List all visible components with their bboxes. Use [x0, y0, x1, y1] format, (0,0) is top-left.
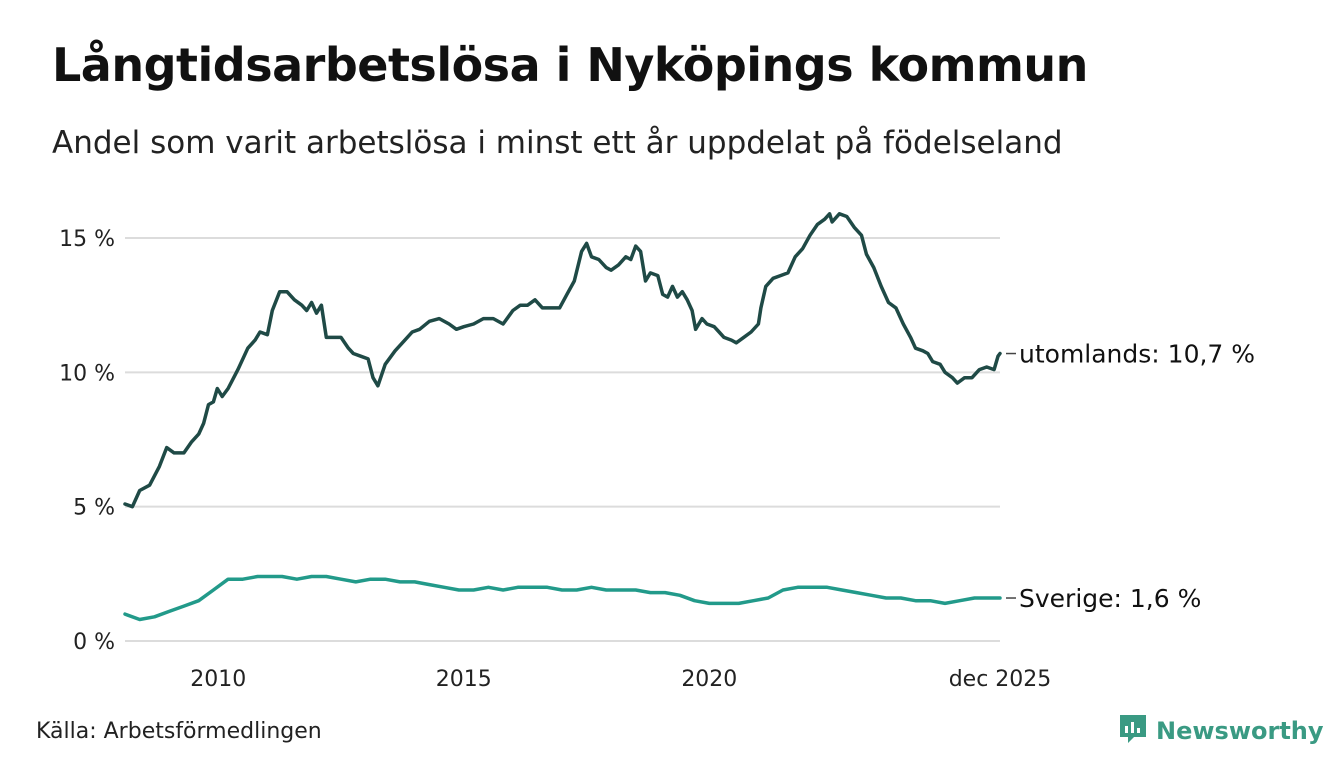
y-tick-label: 15 %: [59, 227, 115, 252]
x-tick-label: 2010: [190, 667, 246, 692]
y-tick-label: 10 %: [59, 361, 115, 386]
x-axis-ticks: 2010 2015 2020 dec 2025: [190, 667, 1051, 692]
series-line-sverige: [123, 574, 1002, 622]
y-tick-label: 0 %: [73, 630, 115, 655]
end-label-utomlands: utomlands: 10,7 %: [1019, 340, 1255, 369]
series-line-utomlands: [123, 212, 1002, 509]
x-tick-label: dec 2025: [949, 667, 1052, 692]
line-chart: 0 % 5 % 10 % 15 % 2010 2015 2020 dec 2025 utom…: [59, 212, 1255, 692]
y-axis-ticks: 0 % 5 % 10 % 15 %: [59, 227, 115, 655]
brand-name: Newsworthy: [1156, 717, 1324, 745]
gridlines: [125, 237, 1000, 642]
newsworthy-logo-icon: [1118, 713, 1148, 749]
series-lines: [123, 212, 1002, 622]
end-labels: utomlands: 10,7 % Sverige: 1,6 %: [1006, 340, 1255, 613]
source-note: Källa: Arbetsförmedlingen: [36, 719, 322, 744]
chart-subtitle: Andel som varit arbetslösa i minst ett å…: [52, 125, 1063, 161]
brand-logo: Newsworthy: [1118, 713, 1324, 749]
end-label-sverige: Sverige: 1,6 %: [1019, 584, 1201, 613]
y-tick-label: 5 %: [73, 496, 115, 521]
chart-title: Långtidsarbetslösa i Nyköpings kommun: [52, 38, 1088, 92]
x-tick-label: 2020: [681, 667, 737, 692]
x-tick-label: 2015: [436, 667, 492, 692]
